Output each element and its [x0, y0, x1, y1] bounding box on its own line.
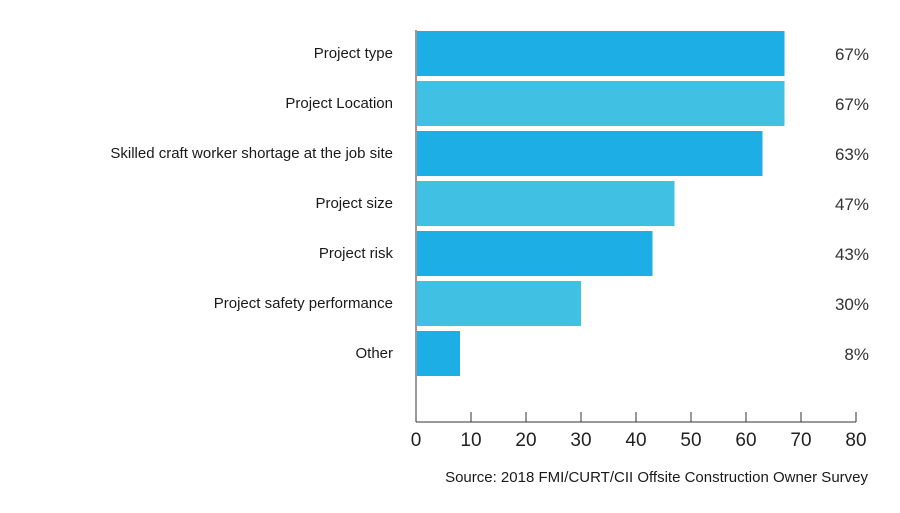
- x-tick-label-4: 40: [625, 430, 646, 451]
- bar-5: [417, 281, 581, 326]
- x-tick-label-0: 0: [411, 430, 422, 451]
- bar-0: [417, 31, 785, 76]
- category-label-6: Other: [355, 345, 393, 362]
- bar-2: [417, 131, 763, 176]
- category-label-1: Project Location: [285, 95, 393, 112]
- category-label-2: Skilled craft worker shortage at the job…: [110, 145, 393, 162]
- category-labels-group: Project type Project Location Skilled craf…: [110, 45, 393, 362]
- x-tick-label-1: 10: [460, 430, 481, 451]
- x-tick-label-7: 70: [790, 430, 811, 451]
- bars-group: [417, 31, 785, 376]
- x-tick-label-6: 60: [735, 430, 756, 451]
- category-label-3: Project size: [315, 195, 393, 212]
- value-label-0: 67%: [835, 45, 869, 64]
- value-label-3: 47%: [835, 195, 869, 214]
- x-tick-label-3: 30: [570, 430, 591, 451]
- source-note: Source: 2018 FMI/CURT/CII Offsite Constr…: [445, 469, 868, 486]
- x-tick-label-2: 20: [515, 430, 536, 451]
- x-tick-label-8: 80: [845, 430, 866, 451]
- category-label-5: Project safety performance: [214, 295, 393, 312]
- category-label-0: Project type: [314, 45, 393, 62]
- value-label-5: 30%: [835, 295, 869, 314]
- value-label-2: 63%: [835, 145, 869, 164]
- value-label-4: 43%: [835, 245, 869, 264]
- bar-1: [417, 81, 785, 126]
- value-label-1: 67%: [835, 95, 869, 114]
- value-label-6: 8%: [844, 345, 869, 364]
- value-labels-group: 67% 67% 63% 47% 43% 30% 8%: [835, 45, 869, 364]
- bar-3: [417, 181, 675, 226]
- x-ticks-group: 0 10 20 30 40 50 60 70 80: [411, 412, 867, 451]
- bar-4: [417, 231, 653, 276]
- bar-6: [417, 331, 460, 376]
- x-tick-label-5: 50: [680, 430, 701, 451]
- category-label-4: Project risk: [319, 245, 394, 262]
